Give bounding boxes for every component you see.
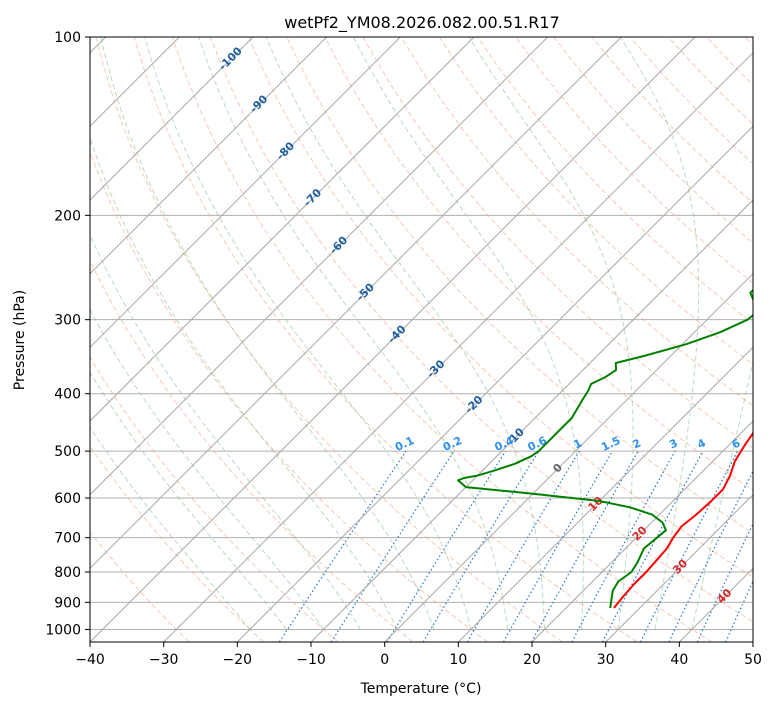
y-tick-label: 600 <box>54 491 81 507</box>
plot-frame <box>89 36 754 643</box>
moist-adiabat <box>90 426 251 630</box>
y-tick-label: 700 <box>54 531 81 547</box>
mixing-ratio-line <box>330 450 455 642</box>
y-tick-label: 100 <box>54 30 81 46</box>
temperature-profile <box>613 431 753 609</box>
dry-adiabat <box>400 37 753 407</box>
x-tick-label: 40 <box>670 652 688 668</box>
chart-title: wetPf2_YM08.2026.082.00.51.R17 <box>284 13 559 33</box>
mixing-ratio-line <box>571 450 676 642</box>
background-lines <box>90 37 775 642</box>
x-tick-label: 50 <box>744 652 762 668</box>
dry-adiabat <box>90 531 190 642</box>
isotherm-line <box>310 199 753 642</box>
y-tick-label: 800 <box>54 565 81 581</box>
dry-adiabat <box>90 356 339 642</box>
mixing-ratio-line <box>725 579 753 642</box>
x-tick-label: −40 <box>75 652 105 668</box>
mixing-ratio-line <box>278 450 407 642</box>
mixing-ratio-line <box>422 450 540 642</box>
x-tick-label: 10 <box>449 652 467 668</box>
dry-adiabat <box>90 259 414 642</box>
mixing-ratio-line <box>758 451 775 642</box>
isotherm-line <box>163 51 753 642</box>
dry-adiabat <box>171 37 712 642</box>
y-tick-label: 400 <box>54 387 81 403</box>
mixing-ratio-line <box>696 522 753 642</box>
dry-adiabat <box>324 37 753 491</box>
isotherm-line <box>531 420 753 642</box>
moist-adiabat <box>90 371 288 630</box>
plot-area: -100-90-80-70-60-50-40-30-20-10010203040… <box>90 37 775 642</box>
y-axis: 100 200 300 400 500 600 700 800 900 1000 <box>45 30 90 638</box>
mixing-ratio-label: 8 <box>756 436 768 451</box>
x-axis-label: Temperature (°C) <box>360 681 482 697</box>
dewpoint-profile <box>457 289 753 609</box>
mixing-ratio-line <box>640 450 739 642</box>
isotherm-line <box>384 272 753 642</box>
x-tick-label: 20 <box>523 652 541 668</box>
series-layer <box>457 289 753 609</box>
moist-adiabat <box>198 37 509 630</box>
moist-adiabat <box>90 233 361 630</box>
isotherm-label: 10 <box>586 494 606 514</box>
mixing-ratio-line <box>386 450 507 642</box>
y-tick-label: 900 <box>54 595 81 611</box>
isotherm-line <box>90 37 622 570</box>
moist-adiabat <box>144 37 472 630</box>
dry-adiabat <box>591 37 753 204</box>
mixing-ratio-label: 2 <box>630 436 642 451</box>
mixing-ratio-label: 3 <box>667 436 679 451</box>
y-axis-label: Pressure (hPa) <box>12 290 28 390</box>
dry-adiabat <box>668 37 753 125</box>
mixing-ratio-line <box>531 450 639 642</box>
x-tick-label: −10 <box>296 652 326 668</box>
moist-adiabat <box>620 37 700 630</box>
isotherm-line <box>90 37 696 642</box>
moist-adiabat <box>265 37 546 630</box>
dry-adiabat <box>133 37 638 642</box>
isotherm-line <box>678 567 753 642</box>
mixing-ratio-label: 4 <box>695 436 708 451</box>
isotherm-line <box>90 37 328 275</box>
dry-adiabat <box>248 37 753 578</box>
moist-adiabat <box>468 37 634 630</box>
y-tick-label: 200 <box>54 208 81 224</box>
x-tick-label: −30 <box>149 652 179 668</box>
isotherm-line <box>457 346 753 642</box>
mixing-ratio-line <box>502 450 613 642</box>
moist-adiabat <box>100 37 435 630</box>
dry-adiabat <box>515 37 753 284</box>
mixing-ratio-line <box>602 450 704 642</box>
y-tick-label: 500 <box>54 444 81 460</box>
moist-adiabat <box>353 37 584 630</box>
y-tick-label: 300 <box>54 313 81 329</box>
mixing-ratio-line <box>668 469 753 642</box>
isotherm-line <box>90 37 475 422</box>
isotherm-line <box>236 125 753 642</box>
isotherm-line <box>752 641 753 642</box>
dry-adiabat <box>438 37 753 366</box>
moist-adiabat <box>90 136 398 630</box>
x-tick-label: 0 <box>380 652 389 668</box>
dry-adiabat <box>90 150 488 642</box>
isotherm-line <box>605 493 753 642</box>
isotherm-line <box>90 37 401 349</box>
dry-adiabat <box>90 445 264 642</box>
isotherm-line <box>90 37 254 201</box>
x-tick-label: 30 <box>597 652 615 668</box>
dry-adiabat <box>706 37 753 86</box>
moist-adiabat <box>691 358 753 630</box>
x-axis: −40 −30 −20 −10 0 10 20 30 40 50 <box>75 642 762 668</box>
isotherm-line <box>90 37 549 496</box>
dry-adiabat <box>744 37 753 47</box>
x-tick-label: −20 <box>223 652 253 668</box>
dry-adiabat <box>95 37 563 642</box>
y-tick-label: 1000 <box>45 622 81 638</box>
dry-adiabat <box>210 37 753 623</box>
moist-adiabat <box>90 308 325 630</box>
